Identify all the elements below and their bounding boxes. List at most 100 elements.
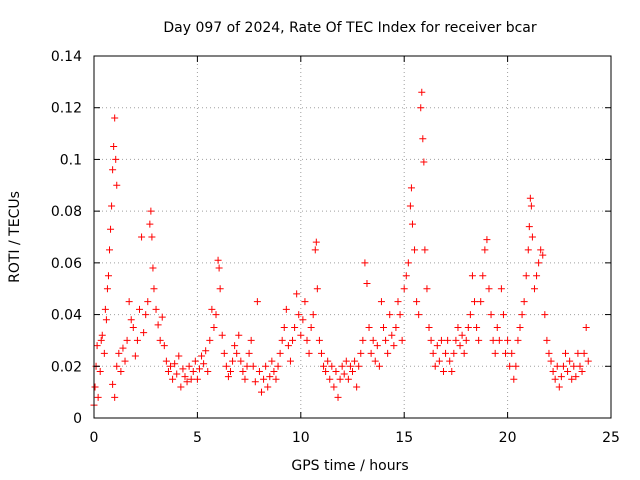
data-point [439,367,447,375]
data-point [442,349,450,357]
data-point [117,367,125,375]
data-point [346,362,354,370]
data-point [336,375,344,383]
data-point [322,367,330,375]
data-point [411,246,419,254]
data-point [359,336,367,344]
data-point [384,349,392,357]
data-point [535,259,543,267]
data-point [101,305,109,313]
data-point [191,357,199,365]
data-point [353,383,361,391]
data-point [363,280,371,288]
data-point [212,311,220,319]
data-point [264,383,272,391]
data-point [386,311,394,319]
data-point [481,246,489,254]
data-point [268,357,276,365]
data-point [582,324,590,331]
data-point [303,336,311,344]
x-tick-label: 15 [395,430,413,446]
x-tick-label: 0 [90,430,99,446]
data-point [291,324,299,331]
data-point [526,194,534,202]
data-point [452,336,460,344]
data-point [169,375,177,383]
data-point [280,324,288,331]
data-point [111,114,119,122]
data-point [396,311,404,319]
chart-title: Day 097 of 2024, Rate Of TEC Index for r… [163,20,537,36]
data-point [135,305,143,313]
data-point [98,331,106,339]
data-point [559,362,567,370]
data-point [247,336,255,344]
data-point [495,336,503,344]
data-point [431,362,439,370]
data-point [311,246,319,254]
data-point [555,383,563,391]
data-point [568,375,576,383]
data-point [278,336,286,344]
data-point [528,233,536,241]
data-point [243,362,251,370]
data-point [373,342,381,350]
data-point [320,362,328,370]
data-point [458,331,466,339]
data-point [183,378,191,386]
data-point [301,298,309,306]
data-point [520,298,528,306]
data-point [189,367,197,375]
data-point [295,311,303,319]
data-point [533,272,541,280]
data-point [249,362,257,370]
data-point [222,362,230,370]
data-point [284,342,292,350]
data-point [525,223,533,231]
data-point [524,246,532,254]
axis-ticks [93,55,612,419]
data-point [562,349,570,357]
data-point [317,349,325,357]
data-point [255,367,263,375]
data-point [450,349,458,357]
data-point [324,357,332,365]
y-tick-label: 0 [73,411,82,427]
data-point [576,362,584,370]
y-tick-label: 0.1 [60,152,82,168]
data-point [382,336,390,344]
data-point [504,336,512,344]
x-tick-label: 5 [193,430,202,446]
data-point [404,259,412,267]
data-point [456,342,464,350]
data-point [173,370,181,378]
data-point [127,316,135,324]
data-point [375,362,383,370]
y-tick-label: 0.12 [51,101,82,117]
data-point [541,311,549,319]
data-point [119,344,127,352]
data-point [121,357,129,365]
data-point [224,373,232,381]
data-point [446,357,454,365]
data-point [167,362,175,370]
data-point [344,375,352,383]
data-point [235,331,243,339]
data-point [516,324,524,331]
data-point [527,202,535,210]
data-point [402,272,410,280]
data-point [514,336,522,344]
x-axis-label: GPS time / hours [291,458,408,474]
data-point [338,362,346,370]
data-point [420,158,428,166]
data-point [435,357,443,365]
data-point [493,324,501,331]
data-point [574,349,582,357]
data-point [477,298,485,306]
data-point [202,347,210,355]
data-point [262,362,270,370]
data-point [365,324,373,331]
data-point [239,367,247,375]
x-tick-label: 20 [499,430,517,446]
data-point [380,324,388,331]
